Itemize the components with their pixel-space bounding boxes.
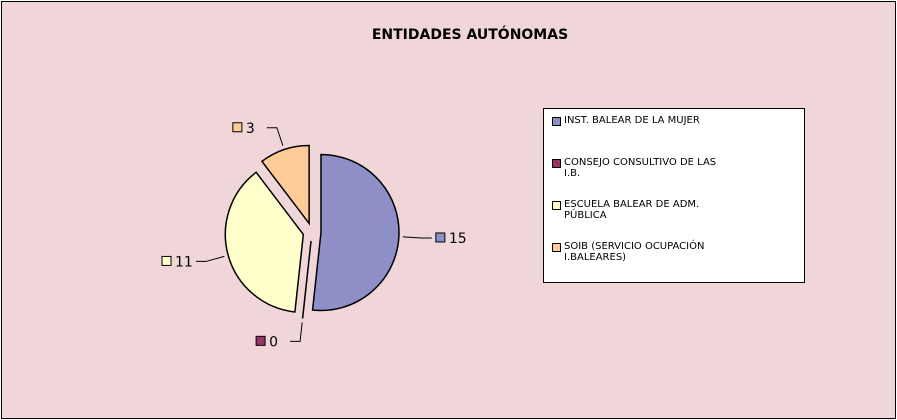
leader-line — [402, 236, 432, 239]
data-label: 11 — [175, 254, 193, 270]
label-swatch — [161, 255, 172, 266]
legend-swatch — [552, 159, 561, 168]
legend-item: INST. BALEAR DE LA MUJER — [552, 115, 796, 157]
data-label: 15 — [449, 231, 467, 247]
legend-label: CONSEJO CONSULTIVO DE LAS I.B. — [564, 157, 717, 179]
legend-swatch — [552, 117, 561, 126]
pie-slice — [260, 144, 310, 226]
legend-label: INST. BALEAR DE LA MUJER — [564, 115, 700, 126]
legend-label: SOIB (SERVICIO OCUPACIÓN I.BALEARES) — [564, 241, 705, 263]
label-swatch — [435, 232, 446, 243]
data-label: 3 — [246, 121, 255, 137]
legend-item: SOIB (SERVICIO OCUPACIÓN I.BALEARES) — [552, 241, 796, 283]
legend-label: ESCUELA BALEAR DE ADM. PÚBLICA — [564, 199, 700, 221]
legend-item: ESCUELA BALEAR DE ADM. PÚBLICA — [552, 199, 796, 241]
label-swatch — [232, 122, 243, 133]
leader-line — [266, 127, 284, 146]
legend-swatch — [552, 243, 561, 252]
label-swatch — [255, 335, 266, 346]
pie-slice — [301, 240, 312, 319]
legend: INST. BALEAR DE LA MUJER CONSEJO CONSULTI… — [543, 108, 805, 283]
legend-swatch — [552, 201, 561, 210]
data-label: 0 — [269, 334, 278, 350]
chart-title: ENTIDADES AUTÓNOMAS — [372, 25, 568, 43]
leader-line — [290, 322, 303, 342]
leader-line — [196, 255, 225, 262]
pie-slice — [311, 153, 400, 312]
legend-item: CONSEJO CONSULTIVO DE LAS I.B. — [552, 157, 796, 199]
pie-slice — [224, 171, 305, 313]
